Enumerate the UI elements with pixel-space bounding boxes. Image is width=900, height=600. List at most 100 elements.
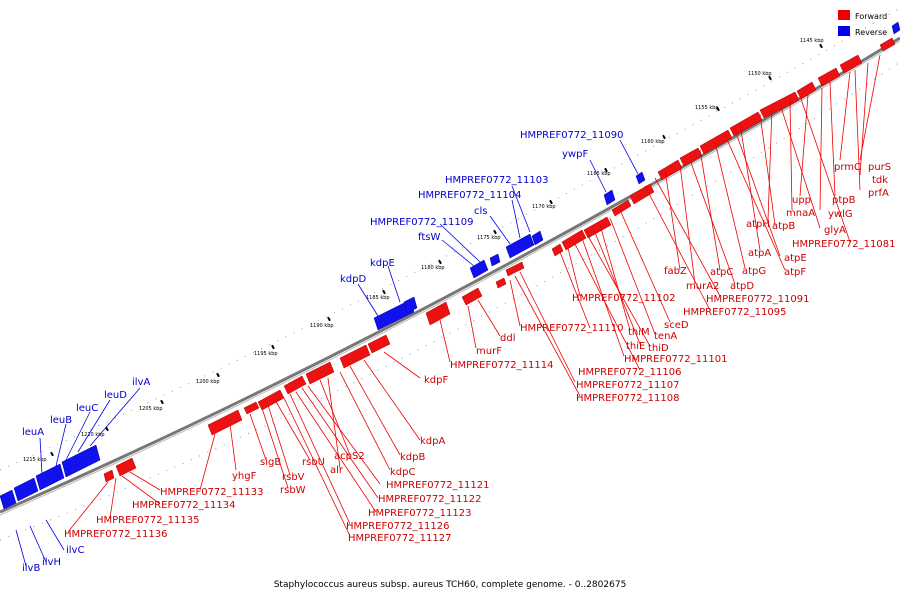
gene-label: ywlG xyxy=(828,209,853,220)
gene-label: mnaA xyxy=(786,208,815,219)
gene-label: upp xyxy=(792,195,811,206)
legend-label-reverse: Reverse xyxy=(855,28,887,37)
tick-label: 1165 kbp xyxy=(587,171,611,177)
tick-track xyxy=(0,7,900,471)
gene-label: atpA xyxy=(748,248,771,259)
gene-label: fabZ xyxy=(664,266,687,277)
gene-label: kdpA xyxy=(420,436,445,447)
gene-label: HMPREF0772_11136 xyxy=(64,529,167,540)
gene-label: atpE xyxy=(784,253,807,264)
gene-label: purS xyxy=(868,162,891,173)
gene-label: prfA xyxy=(868,188,889,199)
gene-label: leuC xyxy=(76,403,98,414)
gene-label: rsbV xyxy=(282,472,305,483)
gene-label: ddl xyxy=(500,333,515,344)
tick-label: 1200 kbp xyxy=(196,379,220,385)
gene-label: leuD xyxy=(104,390,127,401)
tick-label: 1170 kbp xyxy=(532,204,556,210)
gene-label: HMPREF0772_11134 xyxy=(132,500,235,511)
gene-label: ilvB xyxy=(22,563,40,574)
gene-label: kdpF xyxy=(424,375,448,386)
tick-label: 1205 kbp xyxy=(139,406,163,412)
forward-genes xyxy=(103,37,896,483)
legend-swatch-forward xyxy=(838,10,850,20)
tick-label: 1210 kbp xyxy=(81,432,105,438)
gene-label: kdpE xyxy=(370,258,395,269)
gene-label: HMPREF0772_11107 xyxy=(576,380,679,391)
gene-label: atpC xyxy=(710,267,733,278)
tick-label: 1160 kbp xyxy=(641,139,665,145)
gene-label: atpG xyxy=(742,266,766,277)
gene-label: atpF xyxy=(784,267,806,278)
gene-label: HMPREF0772_11127 xyxy=(348,533,451,544)
legend-swatch-reverse xyxy=(838,26,850,36)
gene-label: cls xyxy=(474,206,488,217)
gene-label: yhgF xyxy=(232,471,257,482)
gene-label: tdk xyxy=(872,175,888,186)
gene-label: HMPREF0772_11106 xyxy=(578,367,681,378)
gene-label: acpS2 xyxy=(334,451,365,462)
gene-label: sigB xyxy=(260,457,281,468)
gene-label: thiM xyxy=(628,327,650,338)
forward-leader-lines xyxy=(67,54,881,537)
gene-label: ilvC xyxy=(66,545,84,556)
gene-label: sceD xyxy=(664,320,689,331)
legend: Forward Reverse xyxy=(838,10,887,37)
tick-label: 1185 kbp xyxy=(366,295,390,301)
tick-label: 1180 kbp xyxy=(421,265,445,271)
gene-label: HMPREF0772_11133 xyxy=(160,487,263,498)
gene-label: HMPREF0772_11122 xyxy=(378,494,481,505)
reverse-genes xyxy=(0,21,900,510)
gene-label: HMPREF0772_11101 xyxy=(624,354,727,365)
gene-label: ywpF xyxy=(562,149,588,160)
gene-label: alr xyxy=(330,465,344,476)
gene-label: ilvA xyxy=(132,377,150,388)
gene-label: atpH xyxy=(746,219,770,230)
legend-label-forward: Forward xyxy=(855,12,887,21)
gene-label: atpB xyxy=(772,221,795,232)
gene-label: tenA xyxy=(654,331,677,342)
gene-label: atpD xyxy=(730,281,754,292)
gene-label: HMPREF0772_11126 xyxy=(346,521,449,532)
gene-label: prmC xyxy=(834,162,861,173)
gene-label: thiE xyxy=(626,341,645,352)
tick-label: 1190 kbp xyxy=(310,323,334,329)
genome-backbone xyxy=(0,36,900,514)
genome-caption: Staphylococcus aureus subsp. aureus TCH6… xyxy=(274,580,627,590)
gene-label: HMPREF0772_11091 xyxy=(706,294,809,305)
gene-label: rsbW xyxy=(280,485,306,496)
gene-label: HMPREF0772_11095 xyxy=(683,307,786,318)
gene-label: ftsW xyxy=(418,232,440,243)
tick-label: 1195 kbp xyxy=(254,351,278,357)
gene-label: murF xyxy=(476,346,502,357)
gene-label: kdpC xyxy=(390,467,415,478)
gene-label: rsbU xyxy=(302,457,325,468)
tick-label: 1155 kbp xyxy=(695,105,719,111)
gene-label: HMPREF0772_11135 xyxy=(96,515,199,526)
tick-labels: 1145 kbp 1150 kbp 1155 kbp 1160 kbp 1165… xyxy=(23,38,824,463)
tick-label: 1175 kbp xyxy=(477,235,501,241)
reverse-labels: HMPREF0772_11090 ywpF HMPREF0772_11103 H… xyxy=(22,130,623,574)
gene-label: HMPREF0772_11090 xyxy=(520,130,623,141)
gene-label: HMPREF0772_11109 xyxy=(370,217,473,228)
forward-labels: purS tdk prmC prfA ptpB ywlG upp mnaA at… xyxy=(64,162,895,544)
tick-label: 1215 kbp xyxy=(23,457,47,463)
tick-marks xyxy=(50,43,823,457)
gene-label: HMPREF0772_11108 xyxy=(576,393,679,404)
gene-label: HMPREF0772_11123 xyxy=(368,508,471,519)
gene-label: HMPREF0772_11102 xyxy=(572,293,675,304)
gene-label: thiD xyxy=(648,343,669,354)
gene-label: HMPREF0772_11110 xyxy=(520,323,623,334)
gene-label: kdpB xyxy=(400,452,425,463)
reverse-leader-lines xyxy=(15,139,639,567)
gene-label: HMPREF0772_11104 xyxy=(418,190,521,201)
gene-label: leuB xyxy=(50,415,72,426)
gene-label: murA2 xyxy=(686,281,719,292)
gene-label: ptpB xyxy=(832,195,856,206)
gene-label: HMPREF0772_11081 xyxy=(792,239,895,250)
gene-label: HMPREF0772_11114 xyxy=(450,360,553,371)
tick-label: 1150 kbp xyxy=(748,71,772,77)
gene-label: glyA xyxy=(824,225,846,236)
